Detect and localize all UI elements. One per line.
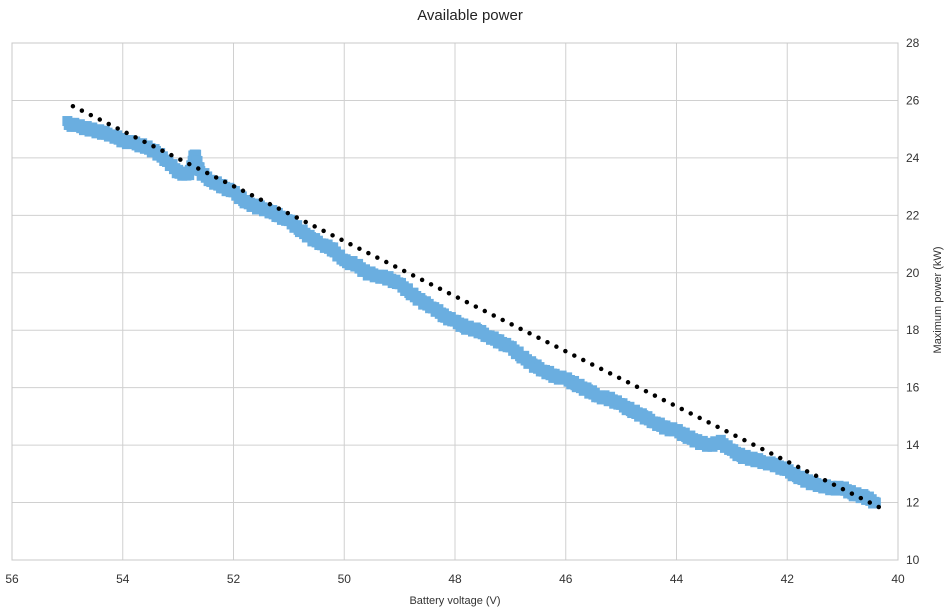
x-tick-label: 44 [670,572,684,586]
x-tick-label: 40 [891,572,905,586]
plot-area [11,42,899,561]
x-tick-label: 48 [448,572,462,586]
y-tick-label: 22 [906,208,920,222]
data-point [191,149,202,160]
data-layer [62,103,884,511]
data-point [192,155,203,166]
x-axis-label: Battery voltage (V) [409,595,500,607]
y-tick-label: 10 [906,553,920,567]
x-tick-label: 54 [116,572,130,586]
x-tick-label: 46 [559,572,573,586]
y-tick-label: 20 [906,266,920,280]
y-tick-label: 14 [906,438,920,452]
y-tick-label: 18 [906,323,920,337]
x-tick-label: 52 [227,572,241,586]
x-axis: 56 54 52 50 48 46 44 42 40 [5,572,905,586]
data-point [870,497,881,508]
y-axis: 10 12 14 16 18 20 22 24 26 28 [906,36,920,567]
series-scatter [62,116,881,509]
data-point [186,161,197,172]
x-tick-label: 56 [5,572,19,586]
chart-title: Available power [417,7,523,24]
y-tick-label: 12 [906,496,920,510]
y-tick-label: 28 [906,36,920,50]
trendline [70,103,884,511]
y-tick-label: 24 [906,151,920,165]
y-axis-label: Maximum power (kW) [932,247,944,354]
y-tick-label: 26 [906,93,920,107]
grid [11,42,899,561]
x-tick-label: 42 [781,572,795,586]
x-tick-label: 50 [338,572,352,586]
y-tick-label: 16 [906,381,920,395]
